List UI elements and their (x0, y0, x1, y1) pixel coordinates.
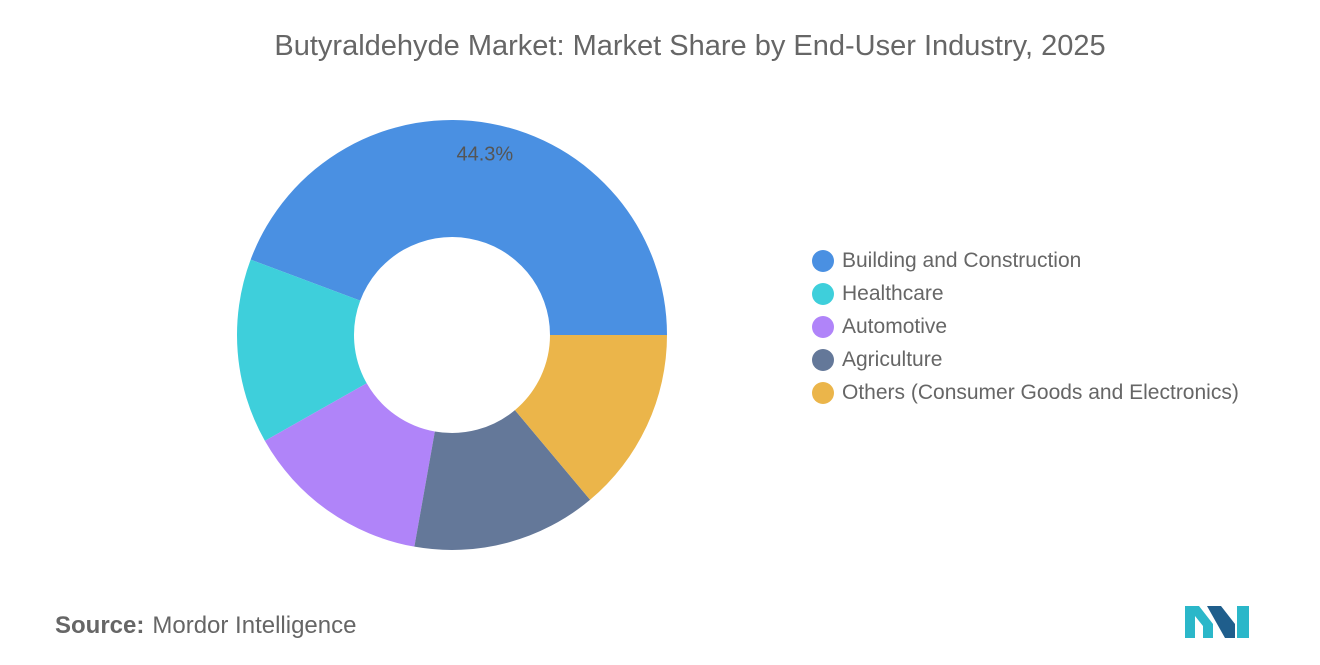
chart-title: Butyraldehyde Market: Market Share by En… (274, 30, 1106, 62)
source-text: Mordor Intelligence (152, 612, 357, 639)
source-label: Source: (55, 612, 145, 639)
legend-label: Building and Construction (842, 248, 1082, 272)
legend-swatch (812, 381, 834, 404)
slice-healthcare (236, 259, 367, 441)
legend-swatch (812, 249, 834, 272)
legend-item: Healthcare (812, 277, 1239, 310)
data-label: 44.3% (457, 143, 514, 165)
source-note: Source: Mordor Intelligence (55, 612, 356, 640)
legend-swatch (812, 348, 834, 371)
slice-automotive (264, 383, 435, 547)
legend-swatch (812, 315, 834, 338)
legend-item: Agriculture (812, 343, 1239, 376)
legend-label: Healthcare (842, 281, 944, 305)
legend-item: Building and Construction (812, 244, 1239, 277)
slice-agriculture (414, 410, 591, 550)
mordor-intelligence-logo (1185, 606, 1249, 638)
legend-item: Others (Consumer Goods and Electronics) (812, 376, 1239, 409)
slice-others-consumer-goods-and-electronics (514, 335, 667, 500)
legend-item: Automotive (812, 310, 1239, 343)
legend-label: Automotive (842, 314, 948, 338)
legend-label: Agriculture (842, 347, 943, 371)
slice-building-and-construction (250, 119, 667, 335)
legend: Building and Construction Healthcare Autom… (812, 244, 1239, 409)
legend-label: Others (Consumer Goods and Electronics) (842, 380, 1239, 404)
legend-swatch (812, 282, 834, 305)
